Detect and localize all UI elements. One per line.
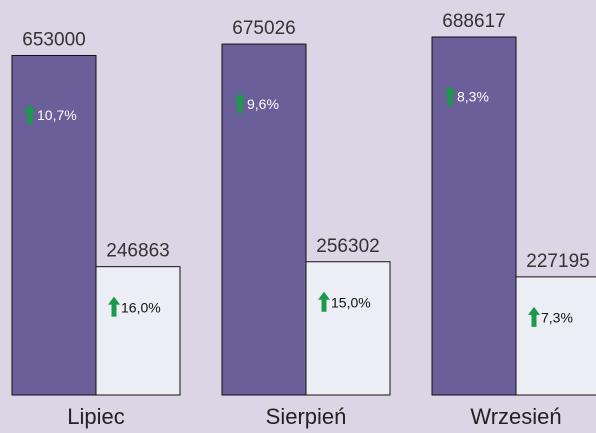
bar — [515, 276, 596, 396]
change-label: 8,3% — [457, 89, 489, 105]
up-arrow — [108, 296, 120, 317]
change-label: 9,6% — [247, 96, 279, 112]
value-label: 256302 — [316, 236, 379, 257]
up-arrow — [234, 93, 246, 114]
value-label: 246863 — [106, 241, 169, 262]
up-arrow — [444, 86, 456, 106]
change-label: 15,0% — [331, 294, 371, 310]
bar — [431, 36, 517, 396]
value-label: 688617 — [442, 11, 505, 32]
value-label: 227195 — [526, 251, 589, 272]
x-tick-label: Sierpień — [266, 404, 347, 429]
value-label: 675026 — [232, 18, 295, 39]
x-tick-label: Lipiec — [67, 404, 124, 429]
change-label: 7,3% — [541, 310, 573, 326]
x-tick-label: Wrzesień — [470, 404, 561, 429]
up-arrow — [528, 306, 540, 327]
change-label: 16,0% — [121, 299, 161, 315]
change-label: 10,7% — [37, 107, 77, 123]
value-label: 653000 — [22, 30, 85, 51]
bar — [221, 43, 307, 396]
bar — [95, 266, 181, 396]
up-arrow — [318, 291, 330, 312]
bar — [305, 261, 391, 396]
up-arrow — [24, 104, 36, 125]
